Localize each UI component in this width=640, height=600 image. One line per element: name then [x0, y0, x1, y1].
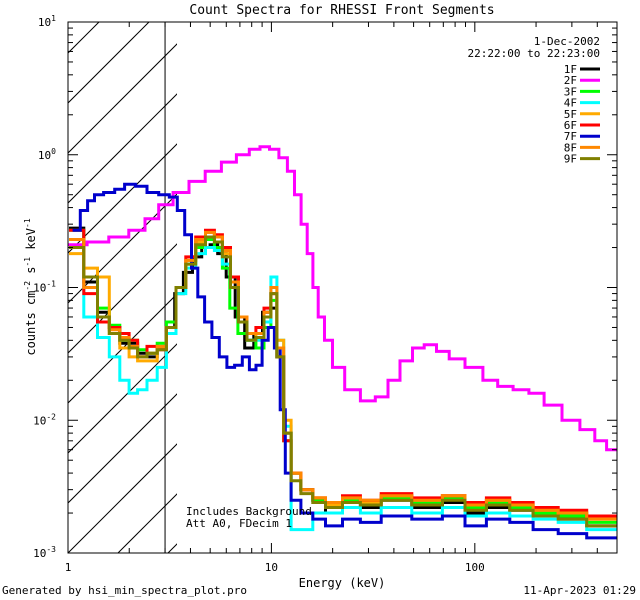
footer-timestamp: 11-Apr-2023 01:29 — [523, 584, 636, 597]
hatch-line — [68, 293, 177, 404]
series-line-8f — [69, 230, 617, 521]
y-label-exp-3: -1 — [23, 218, 32, 228]
series-line-9f — [69, 235, 617, 528]
x-axis-label: Energy (keV) — [299, 576, 386, 590]
annotation-background: Includes Background — [186, 505, 312, 518]
plot-frame — [67, 21, 618, 554]
y-tick-exp: 1 — [51, 14, 56, 23]
series-line-4f — [69, 246, 617, 532]
x-tick-label: 10 — [265, 561, 278, 574]
time-range-label: 22:22:00 to 22:23:00 — [468, 47, 600, 60]
x-tick-labels: 1 10 100 — [65, 561, 485, 574]
legend-label-5f: 5F — [564, 108, 577, 121]
hatch-line — [68, 193, 177, 304]
series-line-5f — [69, 230, 617, 521]
y-tick-base: 10 — [33, 547, 46, 560]
y-tick-label: 100 — [38, 147, 56, 162]
hatch-line — [68, 443, 177, 553]
y-tick-base: 10 — [38, 149, 51, 162]
chart-title: Count Spectra for RHESSI Front Segments — [189, 3, 494, 18]
y-tick-base: 10 — [38, 16, 51, 29]
y-tick-exp: -2 — [46, 412, 56, 421]
legend-label-6f: 6F — [564, 119, 577, 132]
y-tick-base: 10 — [33, 414, 46, 427]
y-label-mid-1: s — [24, 267, 38, 281]
hatch-line — [68, 22, 150, 104]
series-line-7f — [72, 182, 617, 540]
y-axis-label: counts cm-2 s-1 keV-1 — [23, 218, 38, 355]
legend-label-9f: 9F — [564, 153, 577, 166]
y-tick-label: 10-2 — [33, 412, 56, 427]
annotation-attenuator: Att A0, FDecim 1 — [186, 517, 292, 530]
y-tick-label: 10-1 — [33, 280, 56, 295]
hatch-line — [68, 43, 177, 154]
series-line-2f — [68, 145, 617, 452]
series-line-3f — [69, 228, 617, 524]
y-label-exp-2: -1 — [23, 257, 32, 267]
legend-label-8f: 8F — [564, 141, 577, 154]
date-label: 1-Dec-2002 — [534, 35, 600, 48]
y-tick-exp: -1 — [46, 280, 56, 289]
y-tick-exp: -3 — [46, 545, 56, 554]
x-tick-label: 1 — [65, 561, 72, 574]
hatch-line — [68, 243, 177, 354]
legend-label-4f: 4F — [564, 97, 577, 110]
y-label-mid-2: keV — [24, 228, 38, 257]
y-tick-base: 10 — [33, 282, 46, 295]
footer-generated-by: Generated by hsi_min_spectra_plot.pro — [2, 584, 247, 597]
legend-label-7f: 7F — [564, 130, 577, 143]
y-tick-label: 10-3 — [33, 545, 56, 560]
y-label-base: counts cm — [24, 291, 38, 356]
axis-ticks — [67, 21, 618, 554]
y-tick-exp: 0 — [51, 147, 56, 156]
legend-label-2f: 2F — [564, 74, 577, 87]
hatch-line — [68, 393, 177, 504]
x-tick-label: 100 — [465, 561, 485, 574]
y-tick-label: 101 — [38, 14, 56, 29]
y-label-exp-1: -2 — [23, 281, 32, 291]
series-line-6f — [69, 228, 617, 518]
excluded-energy-region — [68, 22, 177, 553]
series-line-1f — [69, 226, 617, 528]
series-layer — [68, 145, 617, 540]
legend-label-3f: 3F — [564, 85, 577, 98]
legend-label-1f: 1F — [564, 63, 577, 76]
